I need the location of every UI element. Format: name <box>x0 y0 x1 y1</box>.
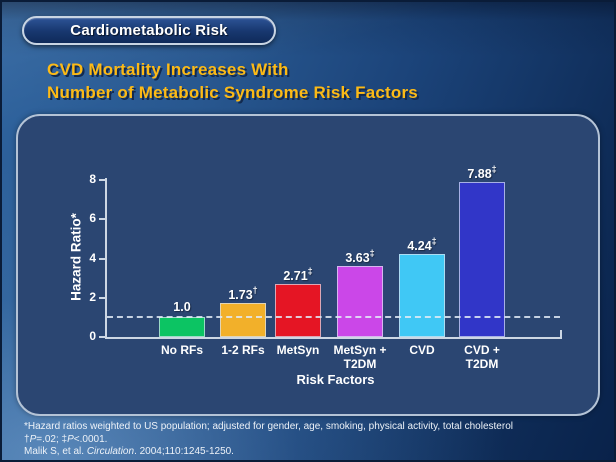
footnote-text: † <box>24 433 30 445</box>
footnotes: *Hazard ratios weighted to US population… <box>24 421 604 459</box>
y-axis-tick-label: 8 <box>89 172 96 186</box>
bar-value-label: 2.71‡ <box>283 266 313 284</box>
y-axis-tick-label: 6 <box>89 211 96 226</box>
footnote-italic-text: Circulation <box>86 446 135 457</box>
bar-cvd-+-t2dm <box>459 182 505 337</box>
y-axis-tick-label: 4 <box>89 250 96 265</box>
bar-value-label: 4.24‡ <box>407 236 437 254</box>
significance-marker: ‡ <box>369 248 375 258</box>
y-axis-line <box>105 178 107 339</box>
bar-no-rfs <box>159 317 205 337</box>
footnote-text: . 2004;110:1245-1250. <box>134 446 234 457</box>
x-axis-category-label: MetSyn + T2DM <box>333 343 387 371</box>
bar-value-label: 3.63‡ <box>345 248 375 266</box>
footnote-italic-text: P <box>67 433 74 445</box>
footnote-text: Malik S, et al. <box>24 446 87 457</box>
x-axis-category-label: CVD + T2DM <box>464 343 500 371</box>
bar-metsyn-+-t2dm <box>337 266 383 337</box>
y-axis-tick <box>99 296 105 299</box>
footnote-text: *Hazard ratios weighted to US population… <box>24 421 513 432</box>
x-axis-title: Risk Factors <box>296 372 375 387</box>
bar-cvd <box>399 254 445 337</box>
chart-panel: Hazard Ratio* Risk Factors 0 2 4 6 8 1.0 No RF… <box>16 114 600 416</box>
banner-title: Cardiometabolic Risk <box>70 22 228 39</box>
y-axis-tick <box>99 336 105 338</box>
x-axis-category-label: No RFs <box>161 343 203 357</box>
significance-marker: † <box>252 285 258 295</box>
x-axis-end-tick <box>560 330 562 337</box>
x-axis-line <box>105 337 562 339</box>
footnote-italic-text: P <box>29 433 37 445</box>
banner-pill: Cardiometabolic Risk <box>22 16 276 45</box>
x-axis-category-label: CVD <box>409 343 435 357</box>
x-axis-category-label: 1-2 RFs <box>221 343 265 357</box>
footnote-text: =.02; ‡ <box>36 433 68 445</box>
footnote-text: <.0001. <box>73 433 108 445</box>
x-axis-category-label: MetSyn <box>276 343 320 357</box>
significance-marker: ‡ <box>491 164 497 174</box>
footnote-line-1: *Hazard ratios weighted to US population… <box>24 421 604 434</box>
footnote-line-2: †P=.02; ‡P<.0001. <box>24 434 604 447</box>
slide-title-line1: CVD Mortality Increases With <box>47 60 289 79</box>
reference-line <box>107 316 560 319</box>
y-axis-tick <box>99 179 105 181</box>
significance-marker: ‡ <box>307 266 313 276</box>
y-axis-tick-label: 2 <box>89 289 96 304</box>
y-axis-tick <box>99 257 105 260</box>
y-axis-tick-label: 0 <box>89 329 96 343</box>
bar-value-label: 1.0 <box>173 300 191 314</box>
slide-title: CVD Mortality Increases With Number of M… <box>47 58 418 104</box>
footnote-line-3: Malik S, et al. Circulation. 2004;110:12… <box>24 446 604 459</box>
bar-1-2-rfs <box>220 303 266 337</box>
bar-value-label: 1.73† <box>228 285 258 303</box>
bar-metsyn <box>275 284 321 337</box>
bar-value-label: 7.88‡ <box>467 164 497 182</box>
significance-marker: ‡ <box>431 236 437 246</box>
y-axis-tick <box>99 218 105 221</box>
slide-title-line2: Number of Metabolic Syndrome Risk Factor… <box>47 83 418 102</box>
